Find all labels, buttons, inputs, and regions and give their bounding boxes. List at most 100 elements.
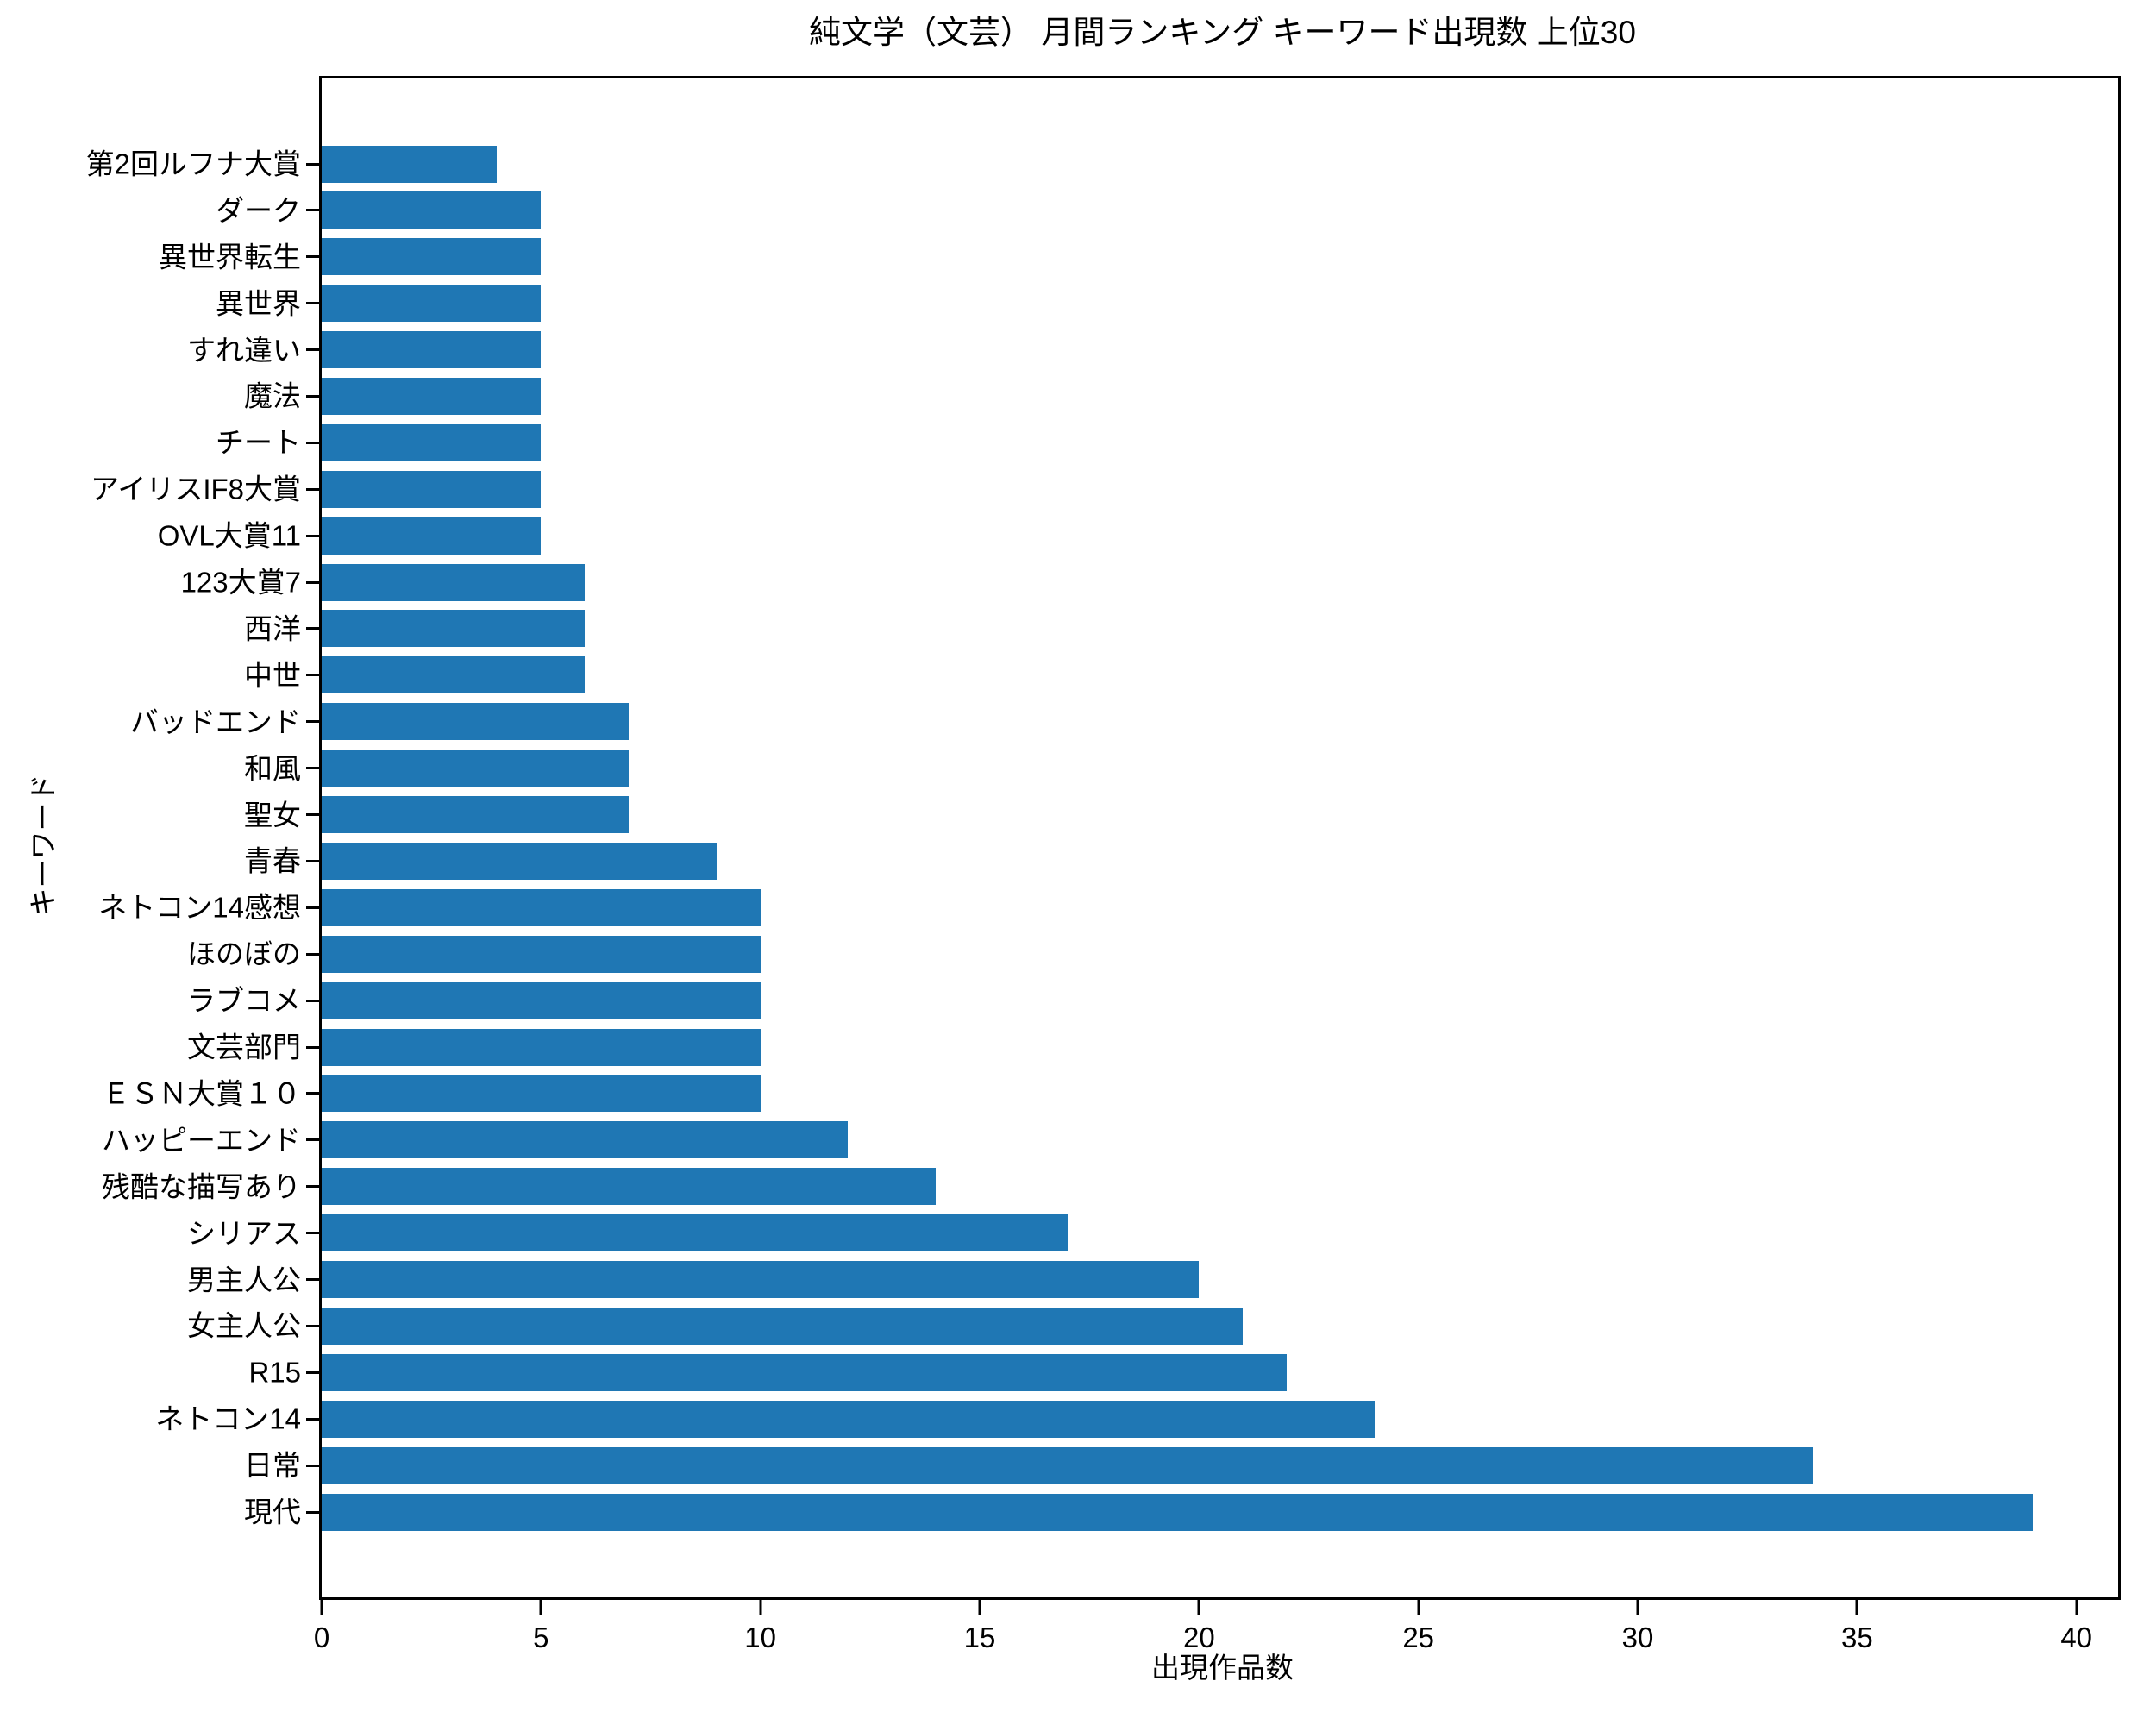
y-tick-label: 男主人公 [187, 1264, 301, 1296]
x-axis-tick [539, 1600, 542, 1615]
y-axis-tick [306, 767, 319, 770]
plot-area: 第2回ルフナ大賞 ダーク 異世界転生 異世界 すれ違い 魔法 チート アイリスIF8大賞 OVL… [86, 76, 2121, 1652]
bar [322, 888, 761, 926]
x-axis-tick [1855, 1600, 1858, 1615]
bar [322, 191, 542, 229]
bar [322, 1261, 1200, 1299]
bar [322, 517, 542, 555]
x-axis-tick [1197, 1600, 1200, 1615]
y-axis-tick [306, 813, 319, 817]
bar [322, 331, 542, 369]
y-tick-label: ほのぼの [187, 938, 301, 970]
y-tick-label: チート [216, 426, 301, 459]
y-axis-tick [306, 1092, 319, 1095]
bar [322, 750, 630, 787]
bar [322, 796, 630, 834]
bar [322, 656, 586, 694]
bar [322, 1353, 1288, 1391]
bar [322, 145, 498, 183]
y-axis-tick [306, 255, 319, 259]
x-tick-label: 15 [963, 1622, 996, 1653]
chart-title: 純文学（文芸） 月間ランキング キーワード出現数 上位30 [809, 15, 1636, 50]
x-tick-label: 40 [2060, 1622, 2093, 1653]
y-tick-label: 西洋 [244, 612, 301, 645]
x-tick-label: 30 [1621, 1622, 1654, 1653]
bar [322, 842, 717, 880]
y-axis-tick [306, 674, 319, 677]
y-axis-tick [306, 1464, 319, 1467]
y-tick-label: ラブコメ [187, 984, 301, 1017]
x-tick-label: 20 [1182, 1622, 1215, 1653]
y-tick-label: ダーク [216, 194, 301, 227]
x-tick-label: 25 [1402, 1622, 1435, 1653]
y-tick-label: シリアス [187, 1217, 301, 1250]
y-tick-label: 現代 [244, 1496, 301, 1528]
bar [322, 563, 586, 601]
bar [322, 1121, 849, 1159]
y-tick-label: OVL大賞11 [157, 519, 301, 552]
x-tick-label: 10 [744, 1622, 777, 1653]
y-tick-label: 和風 [244, 752, 301, 785]
y-axis-tick [306, 627, 319, 630]
y-tick-label: 魔法 [244, 380, 301, 412]
y-tick-label: 残酷な描写あり [102, 1170, 301, 1203]
y-tick-label: R15 [248, 1356, 301, 1389]
y-axis-tick [306, 906, 319, 909]
y-axis-tick [306, 1324, 319, 1327]
y-tick-label: 聖女 [244, 799, 301, 831]
y-axis-tick [306, 534, 319, 537]
y-tick-label: 第2回ルフナ大賞 [85, 147, 301, 180]
y-tick-label: 文芸部門 [187, 1031, 301, 1063]
bar [322, 470, 542, 508]
x-axis-tick [978, 1600, 981, 1615]
bar [322, 610, 586, 648]
x-tick-label: 5 [533, 1622, 549, 1653]
bar [322, 1214, 1068, 1252]
y-tick-label: バッドエンド [130, 706, 301, 738]
y-axis-tick [306, 162, 319, 166]
y-tick-label: ネトコン14感想 [98, 891, 301, 924]
bar [322, 238, 542, 276]
y-axis-tick [306, 1510, 319, 1514]
y-tick-label: 異世界 [216, 287, 301, 320]
bar [322, 1168, 937, 1206]
y-axis-tick [306, 1185, 319, 1189]
y-tick-label: ネトコン14 [155, 1402, 301, 1435]
bar [322, 377, 542, 415]
y-axis-tick [306, 859, 319, 862]
y-tick-label: 女主人公 [187, 1309, 301, 1342]
y-axis-tick [306, 348, 319, 352]
bar [322, 935, 761, 973]
y-axis-tick [306, 1417, 319, 1421]
x-axis-label: 出現作品数 [1151, 1652, 1294, 1684]
y-axis-tick [306, 487, 319, 491]
x-axis-tick [759, 1600, 762, 1615]
y-axis-tick [306, 1138, 319, 1142]
y-tick-label: 中世 [244, 659, 301, 692]
y-axis-tick [306, 580, 319, 584]
y-tick-label: すれ違い [187, 334, 301, 367]
bar [322, 982, 761, 1019]
y-axis-tick [306, 1232, 319, 1235]
y-axis-tick [306, 1371, 319, 1374]
y-axis-label: キーワード [27, 774, 60, 917]
bar [322, 1075, 761, 1113]
x-axis-tick [2075, 1600, 2078, 1615]
x-axis-tick [1636, 1600, 1639, 1615]
bar [322, 1307, 1244, 1345]
y-tick-label: 日常 [244, 1449, 301, 1482]
bar [322, 1400, 1375, 1438]
y-axis-tick [306, 1045, 319, 1049]
y-tick-label: ＥＳＮ大賞１０ [102, 1077, 301, 1110]
y-axis-tick [306, 952, 319, 956]
bar [322, 1493, 2033, 1531]
y-tick-label: 123大賞7 [180, 566, 301, 599]
x-tick-label: 0 [313, 1622, 330, 1653]
y-tick-label: ハッピーエンド [102, 1124, 301, 1157]
x-tick-label: 35 [1840, 1622, 1873, 1653]
bar [322, 423, 542, 461]
bar [322, 1446, 1814, 1484]
bar [322, 1028, 761, 1066]
bar [322, 703, 630, 741]
